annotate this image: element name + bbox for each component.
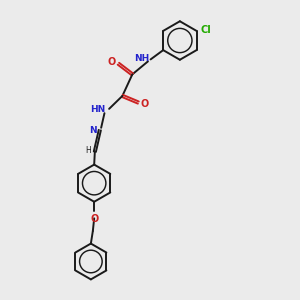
Text: HN: HN <box>90 105 105 114</box>
Text: H: H <box>85 146 91 154</box>
Text: NH: NH <box>134 54 149 63</box>
Text: N: N <box>89 126 97 135</box>
Text: O: O <box>90 214 98 224</box>
Text: Cl: Cl <box>201 25 212 34</box>
Text: O: O <box>107 57 116 68</box>
Text: O: O <box>141 99 149 109</box>
